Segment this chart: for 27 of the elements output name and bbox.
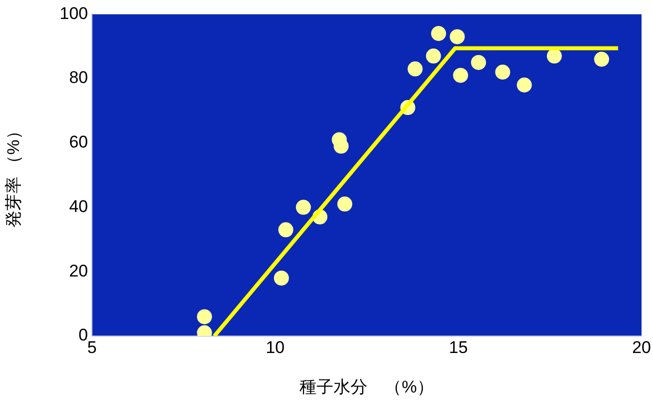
y-tick-label: 60 xyxy=(69,132,88,152)
y-tick-label: 20 xyxy=(69,261,88,280)
point xyxy=(274,270,289,286)
point xyxy=(516,77,532,92)
x-tick-label: 10 xyxy=(266,338,285,357)
point xyxy=(495,64,510,80)
x-tick-label: 5 xyxy=(87,338,97,357)
point xyxy=(453,68,468,83)
point xyxy=(450,29,465,44)
point xyxy=(296,200,311,215)
point xyxy=(594,52,610,67)
x-axis-title: 種子水分 （%） xyxy=(300,377,434,396)
y-axis-title: 発芽率 （%） xyxy=(4,122,23,228)
y-tick-label: 40 xyxy=(69,196,88,216)
point xyxy=(431,26,446,42)
point xyxy=(471,54,486,70)
x-tick-label: 15 xyxy=(448,338,468,357)
point xyxy=(546,48,562,64)
y-tick-label: 80 xyxy=(69,68,88,88)
point xyxy=(196,309,212,324)
x-tick-label: 20 xyxy=(632,338,652,357)
point xyxy=(278,222,294,238)
point xyxy=(408,61,423,76)
y-tick-label: 100 xyxy=(60,4,88,23)
point xyxy=(426,48,441,64)
point xyxy=(337,196,352,212)
y-tick-label: 0 xyxy=(78,326,88,345)
